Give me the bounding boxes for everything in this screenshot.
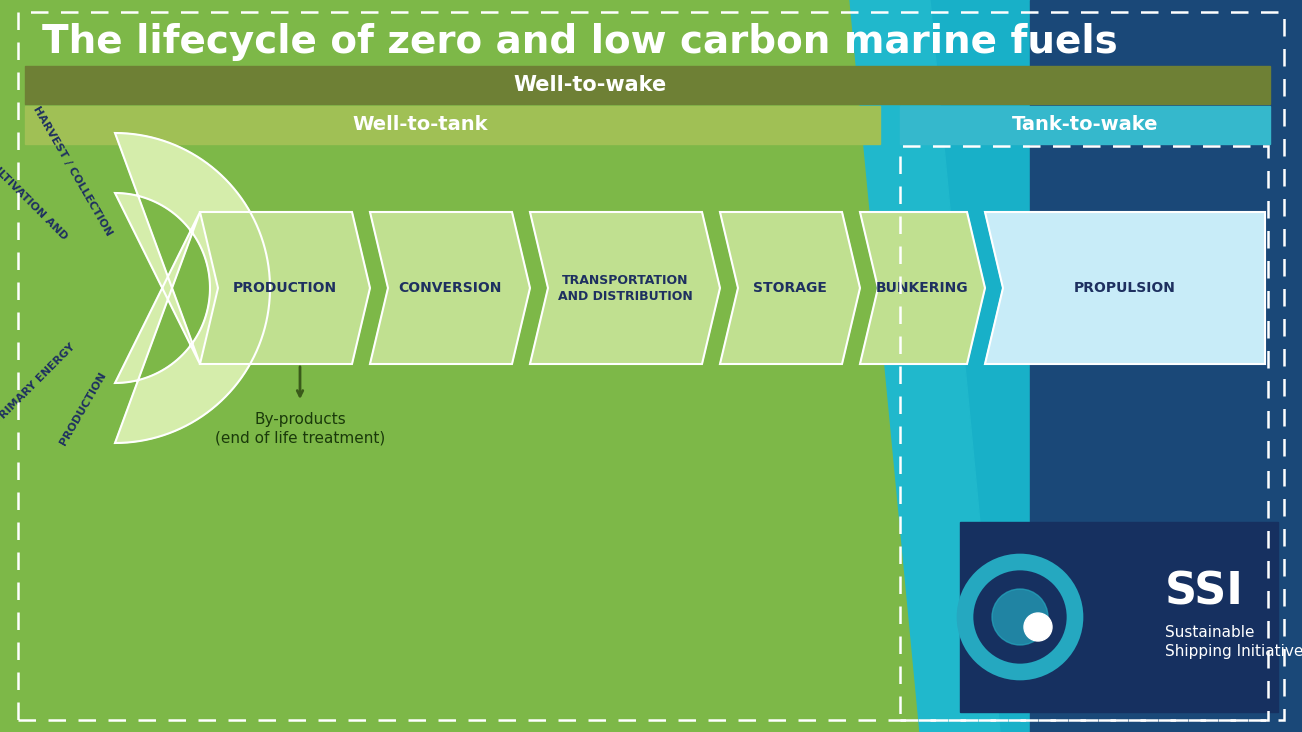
Polygon shape (115, 133, 270, 443)
Text: Tank-to-wake: Tank-to-wake (1012, 116, 1159, 135)
Polygon shape (986, 212, 1266, 364)
Polygon shape (1030, 0, 1302, 732)
Text: PRIMARY ENERGY: PRIMARY ENERGY (0, 341, 77, 426)
Text: PRODUCTION: PRODUCTION (233, 281, 337, 295)
Circle shape (1023, 613, 1052, 641)
Polygon shape (850, 0, 1000, 732)
Circle shape (992, 589, 1048, 645)
Polygon shape (861, 212, 986, 364)
Text: STORAGE: STORAGE (753, 281, 827, 295)
Polygon shape (720, 212, 861, 364)
Polygon shape (25, 66, 1269, 104)
Polygon shape (25, 106, 880, 144)
Polygon shape (201, 212, 370, 364)
Text: CULTIVATION AND: CULTIVATION AND (0, 157, 69, 242)
Polygon shape (921, 0, 1302, 732)
Text: SSI: SSI (1165, 570, 1243, 613)
Polygon shape (530, 212, 720, 364)
Text: The lifecycle of zero and low carbon marine fuels: The lifecycle of zero and low carbon mar… (42, 23, 1118, 61)
Text: Well-to-tank: Well-to-tank (353, 116, 488, 135)
Polygon shape (900, 106, 1269, 144)
Text: Well-to-wake: Well-to-wake (513, 75, 667, 95)
Text: By-products
(end of life treatment): By-products (end of life treatment) (215, 412, 385, 446)
Bar (900, 146, 1268, 720)
Text: CONVERSION: CONVERSION (398, 281, 501, 295)
Text: PROPULSION: PROPULSION (1074, 281, 1176, 295)
Text: PRODUCTION: PRODUCTION (57, 370, 108, 447)
Polygon shape (960, 522, 1279, 712)
Text: Sustainable
Shipping Initiative: Sustainable Shipping Initiative (1165, 624, 1302, 660)
Text: TRANSPORTATION
AND DISTRIBUTION: TRANSPORTATION AND DISTRIBUTION (557, 274, 693, 302)
Text: HARVEST / COLLECTION: HARVEST / COLLECTION (31, 104, 113, 237)
Text: BUNKERING: BUNKERING (876, 281, 969, 295)
Polygon shape (370, 212, 530, 364)
